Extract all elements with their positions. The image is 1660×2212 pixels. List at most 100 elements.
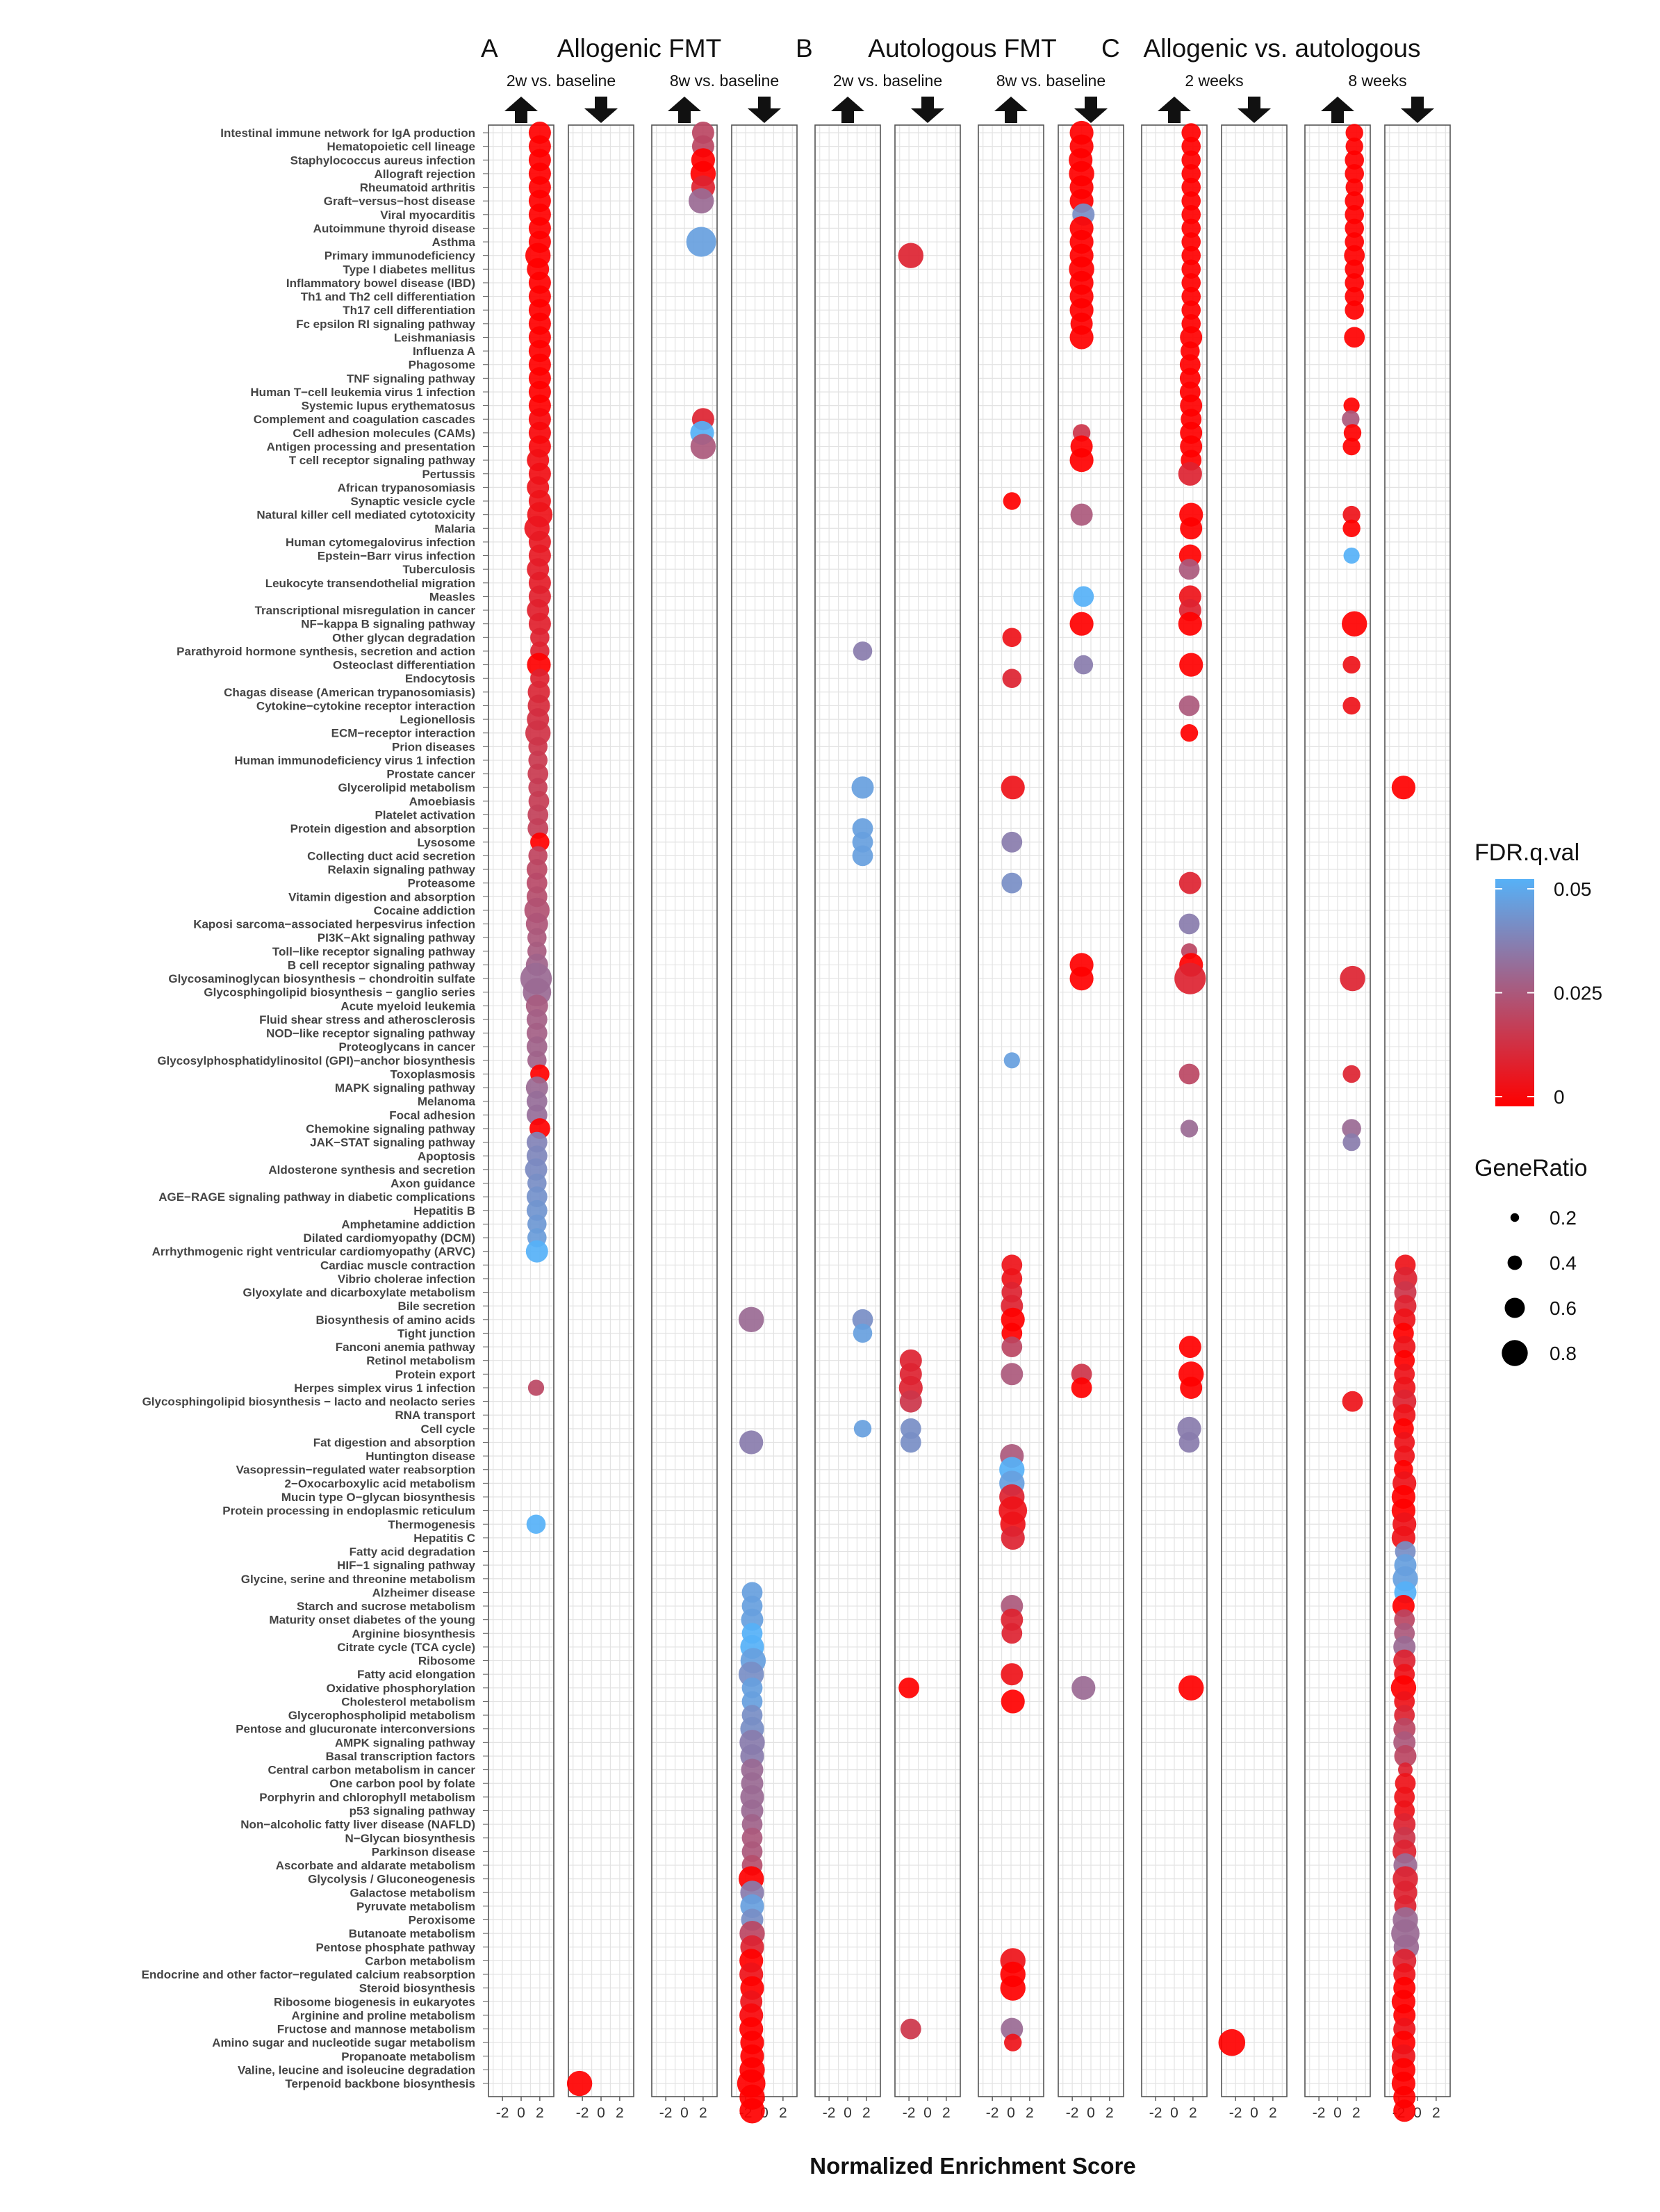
x-tick-label: 2 bbox=[779, 2105, 787, 2121]
pathway-label: Lysosome bbox=[418, 836, 475, 849]
pathway-label: Fructose and mannose metabolism bbox=[277, 2023, 475, 2036]
x-tick-label: 2 bbox=[1432, 2105, 1440, 2121]
up-arrow-icon bbox=[668, 97, 701, 123]
pathway-label: RNA transport bbox=[395, 1409, 475, 1422]
data-point bbox=[853, 641, 873, 661]
pathway-label: Protein digestion and absorption bbox=[290, 822, 475, 835]
group-title: Allogenic FMT bbox=[557, 34, 721, 63]
data-point bbox=[1181, 191, 1201, 211]
panel-4: -202 bbox=[731, 124, 798, 2121]
group-letter: B bbox=[796, 34, 813, 63]
data-point bbox=[1345, 205, 1364, 224]
panel-6: -2 0 2 bbox=[894, 124, 961, 2121]
pathway-label: Glycolysis / Gluconeogenesis bbox=[308, 1873, 475, 1886]
pathway-label: Hematopoietic cell lineage bbox=[327, 140, 475, 154]
data-point bbox=[1345, 218, 1364, 238]
pathway-label: Human cytomegalovirus infection bbox=[286, 536, 475, 549]
x-tick-label: 0 bbox=[597, 2105, 605, 2121]
size-tick-label: 0.8 bbox=[1550, 1343, 1577, 1364]
data-point bbox=[1071, 1377, 1092, 1398]
data-point bbox=[689, 188, 714, 214]
pathway-label: Vasopressin−regulated water reabsorption bbox=[236, 1464, 475, 1477]
x-tick-label: 0 bbox=[923, 2105, 932, 2121]
pathway-label: Starch and sucrose metabolism bbox=[297, 1600, 475, 1613]
data-point bbox=[739, 2098, 765, 2124]
x-tick-label: 2 bbox=[1352, 2105, 1361, 2121]
pathway-label: Type I diabetes mellitus bbox=[343, 263, 475, 276]
data-point bbox=[527, 763, 549, 785]
data-point bbox=[690, 434, 716, 459]
data-point bbox=[1178, 695, 1200, 716]
pathway-label: Huntington disease bbox=[365, 1450, 475, 1463]
pathway-label: Pyruvate metabolism bbox=[356, 1900, 475, 1913]
down-arrow-icon bbox=[911, 97, 944, 123]
data-point bbox=[1343, 547, 1360, 564]
pathway-label: Inflammatory bowel disease (IBD) bbox=[286, 277, 475, 290]
data-point bbox=[1001, 1663, 1024, 1686]
data-point bbox=[1001, 1363, 1024, 1386]
pathway-label: Graft−versus−host disease bbox=[324, 195, 475, 208]
pathway-label: Glyoxylate and dicarboxylate metabolism bbox=[243, 1286, 475, 1300]
x-tick-label: 2 bbox=[536, 2105, 544, 2121]
data-point bbox=[1069, 967, 1094, 991]
pathway-label: Glycosylphosphatidylinositol (GPI)−ancho… bbox=[157, 1054, 475, 1067]
pathway-label: 2−Oxocarboxylic acid metabolism bbox=[285, 1477, 475, 1490]
facet-panels: -202-202-202-202-202-202-202-202-202-202… bbox=[488, 124, 1451, 2121]
pathway-labels: Intestinal immune network for IgA produc… bbox=[142, 126, 488, 2090]
pathway-label: Fatty acid degradation bbox=[350, 1546, 475, 1559]
pathway-label: Measles bbox=[429, 590, 475, 603]
down-arrow-icon bbox=[1401, 97, 1434, 123]
data-point bbox=[1343, 424, 1362, 442]
data-point bbox=[1345, 259, 1364, 279]
size-tick-label: 0.2 bbox=[1550, 1207, 1577, 1229]
pathway-label: Transcriptional misregulation in cancer bbox=[255, 604, 476, 617]
pathway-label: Amphetamine addiction bbox=[341, 1218, 475, 1231]
data-point bbox=[852, 1309, 873, 1330]
data-point bbox=[898, 1677, 919, 1698]
x-tick-label: -2 bbox=[1066, 2105, 1079, 2121]
data-point bbox=[1181, 218, 1201, 238]
size-legend-dot bbox=[1507, 1255, 1522, 1270]
color-legend-title: FDR.q.val bbox=[1474, 839, 1579, 866]
data-point bbox=[1181, 136, 1201, 156]
data-point bbox=[1178, 461, 1202, 486]
data-point bbox=[1181, 123, 1201, 142]
pathway-label: Malaria bbox=[434, 522, 475, 535]
panel-11: -2 0 2 bbox=[1304, 124, 1371, 2121]
pathway-label: Arrhythmogenic right ventricular cardiom… bbox=[152, 1245, 475, 1259]
data-point bbox=[1001, 2017, 1024, 2040]
data-point bbox=[1001, 1525, 1025, 1550]
pathway-label: Pentose and glucuronate interconversions bbox=[236, 1723, 475, 1736]
pathway-label: Complement and coagulation cascades bbox=[254, 413, 475, 426]
pathway-label: Hepatitis B bbox=[413, 1204, 475, 1218]
data-point bbox=[1001, 776, 1025, 800]
x-tick-label: -2 bbox=[576, 2105, 589, 2121]
pathway-label: Primary immunodeficiency bbox=[324, 249, 476, 263]
pathway-label: African trypanosomiasis bbox=[338, 481, 475, 494]
data-point bbox=[526, 1036, 548, 1058]
pathway-label: Fatty acid elongation bbox=[357, 1668, 475, 1681]
pathway-label: Parathyroid hormone synthesis, secretion… bbox=[176, 645, 475, 658]
group-letter: A bbox=[481, 34, 498, 63]
pathway-label: Proteoglycans in cancer bbox=[338, 1040, 475, 1054]
pathway-label: N−Glycan biosynthesis bbox=[345, 1832, 475, 1845]
pathway-label: Alzheimer disease bbox=[372, 1586, 475, 1599]
data-point bbox=[1071, 1676, 1096, 1700]
x-tick-label: -2 bbox=[496, 2105, 509, 2121]
data-point bbox=[739, 1430, 764, 1455]
pathway-label: Cytokine−cytokine receptor interaction bbox=[256, 699, 475, 712]
data-point bbox=[851, 776, 874, 799]
pathway-label: Propanoate metabolism bbox=[341, 2050, 475, 2063]
pathway-label: Aldosterone synthesis and secretion bbox=[268, 1163, 475, 1177]
pathway-label: JAK−STAT signaling pathway bbox=[310, 1136, 475, 1149]
pathway-label: Bile secretion bbox=[398, 1300, 476, 1313]
down-arrow-icon bbox=[1074, 97, 1108, 123]
pathway-label: Fat digestion and absorption bbox=[313, 1436, 475, 1449]
pathway-label: Th17 cell differentiation bbox=[343, 304, 475, 317]
pathway-label: Glycerolipid metabolism bbox=[338, 781, 475, 794]
up-arrow-icon bbox=[1158, 97, 1191, 123]
x-tick-label: 2 bbox=[862, 2105, 871, 2121]
pathway-label: Autoimmune thyroid disease bbox=[313, 222, 475, 235]
pathway-label: Th1 and Th2 cell differentiation bbox=[301, 290, 475, 304]
